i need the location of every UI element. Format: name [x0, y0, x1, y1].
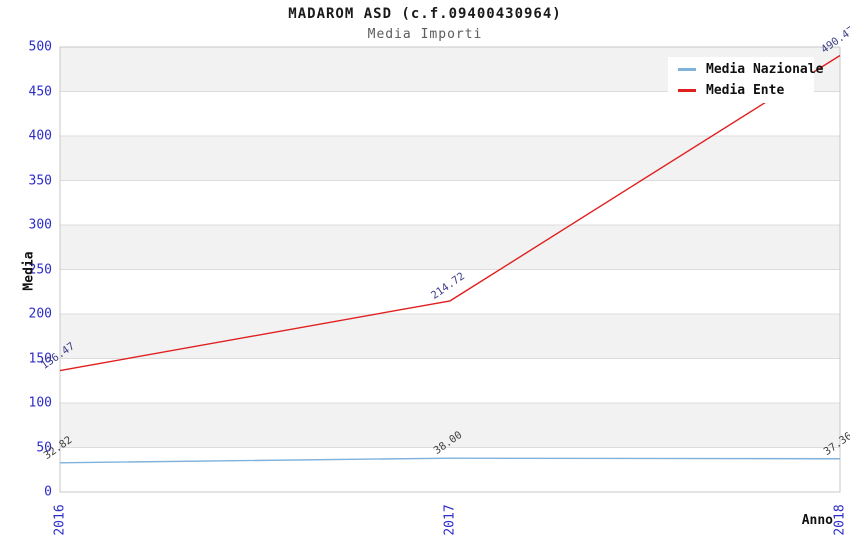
legend-item-media-nazionale: Media Nazionale — [678, 62, 823, 77]
x-tick-label: 2017 — [442, 504, 458, 536]
y-tick-label: 400 — [28, 128, 52, 144]
y-tick-label: 350 — [28, 173, 52, 188]
plot-band — [60, 314, 840, 359]
plot-band — [60, 225, 840, 270]
y-tick-label: 250 — [28, 262, 52, 277]
y-axis-label: Media — [21, 251, 37, 291]
y-tick-label: 500 — [28, 39, 52, 55]
chart-subtitle: Media Importi — [367, 27, 483, 42]
y-tick-label: 200 — [28, 306, 52, 322]
series-line-media-nazionale — [59, 457, 841, 464]
legend-label: Media Nazionale — [706, 62, 824, 77]
plot-band — [60, 403, 840, 448]
media-ente-line-swatch — [678, 89, 696, 92]
x-axis-label: Anno — [801, 513, 833, 528]
legend: Media Nazionale Media Ente — [668, 57, 823, 103]
x-tick-label: 2016 — [52, 504, 68, 536]
y-tick-label: 50 — [36, 440, 52, 455]
y-tick-label: 450 — [28, 84, 52, 99]
legend-item-media-ente: Media Ente — [678, 83, 814, 98]
y-tick-label: 150 — [28, 351, 52, 366]
media-nazionale-line-swatch — [678, 68, 696, 71]
y-tick-label: 0 — [44, 484, 52, 500]
x-tick-label: 2018 — [832, 504, 848, 536]
plot-band — [60, 136, 840, 181]
chart-title: MADAROM ASD (c.f.09400430964) — [288, 6, 562, 22]
y-tick-label: 300 — [28, 217, 52, 233]
series-line-media-ente — [59, 54, 841, 372]
plot-frame — [59, 46, 841, 493]
y-tick-label: 100 — [28, 395, 52, 411]
legend-label: Media Ente — [706, 83, 785, 98]
